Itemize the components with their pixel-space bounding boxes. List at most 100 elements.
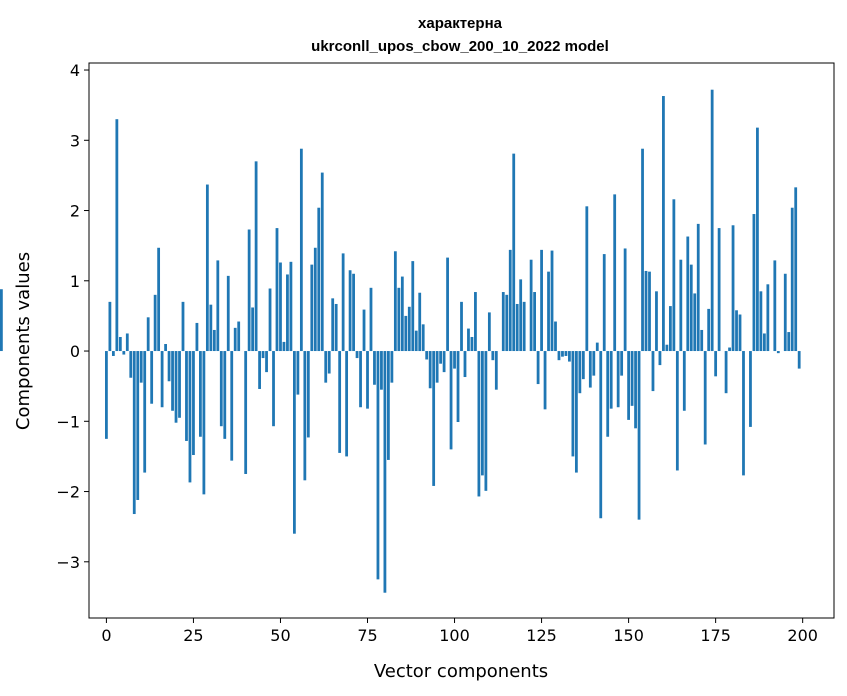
bar — [192, 351, 195, 456]
bar — [425, 351, 429, 360]
bar — [550, 250, 554, 352]
bar — [602, 254, 606, 352]
bar — [373, 351, 376, 385]
bar — [411, 261, 415, 352]
x-tick-label: 125 — [526, 626, 557, 645]
bar — [759, 291, 763, 352]
bar — [578, 351, 582, 394]
x-tick-label: 0 — [101, 626, 111, 645]
bar — [125, 333, 129, 352]
bar — [456, 351, 460, 422]
bar — [299, 148, 303, 352]
bar — [174, 351, 178, 423]
plot-frame — [88, 62, 835, 619]
bar — [369, 287, 373, 352]
bar — [310, 264, 314, 352]
bar — [272, 351, 275, 427]
bar — [414, 330, 418, 352]
bar — [762, 333, 766, 352]
bar — [655, 291, 658, 352]
bar — [265, 351, 268, 373]
bar — [407, 306, 411, 352]
bar — [366, 351, 369, 409]
bar — [212, 329, 216, 352]
bar — [672, 199, 676, 352]
bar — [557, 351, 561, 361]
bar — [296, 351, 300, 395]
bar — [334, 303, 338, 352]
bar — [728, 347, 731, 352]
bar — [710, 89, 714, 352]
bar — [205, 184, 209, 352]
bar — [362, 309, 366, 352]
bar — [355, 351, 359, 359]
bar — [491, 351, 495, 361]
bar — [735, 310, 738, 352]
bar — [143, 351, 147, 473]
bars-group — [0, 89, 801, 593]
bar — [136, 351, 140, 500]
bar — [797, 351, 801, 369]
bar — [724, 351, 728, 394]
bar — [606, 351, 610, 437]
bar — [268, 288, 272, 352]
bar — [627, 351, 630, 420]
x-axis-label: Vector components — [374, 661, 548, 682]
y-tick-label: 1 — [70, 272, 80, 291]
bar — [226, 275, 230, 352]
bar — [554, 321, 557, 352]
x-tick-label: 200 — [787, 626, 818, 645]
bar — [453, 351, 456, 369]
bar — [637, 351, 641, 520]
x-tick-label: 175 — [700, 626, 731, 645]
bar — [515, 303, 519, 352]
bar — [345, 351, 349, 457]
bar — [668, 306, 672, 352]
bar — [613, 194, 617, 352]
bar — [327, 351, 331, 374]
bar — [675, 351, 679, 471]
bar — [303, 351, 307, 481]
bar — [522, 301, 526, 352]
y-tick-label: −2 — [56, 483, 80, 502]
bar — [387, 351, 390, 460]
bar — [178, 351, 181, 418]
bar — [651, 351, 655, 392]
bar — [139, 351, 143, 383]
bar — [223, 351, 227, 439]
bar — [279, 262, 282, 352]
bar — [494, 351, 498, 390]
bar — [359, 351, 362, 408]
bar — [306, 351, 310, 438]
bar — [129, 351, 133, 378]
bar — [543, 351, 547, 410]
bar — [209, 304, 213, 352]
bar — [595, 342, 599, 352]
bar — [105, 351, 108, 439]
y-tick-label: 2 — [70, 202, 80, 221]
x-tick-label: 50 — [270, 626, 290, 645]
bar — [188, 351, 192, 483]
bar — [696, 223, 700, 352]
bar — [609, 351, 613, 409]
bar — [731, 225, 735, 352]
bar — [703, 351, 707, 445]
bar — [682, 351, 686, 411]
bar — [474, 292, 477, 352]
bar — [648, 271, 651, 352]
bar — [202, 351, 206, 495]
bar — [397, 287, 401, 352]
bar — [752, 214, 756, 352]
x-tick-label: 75 — [357, 626, 377, 645]
bar — [783, 273, 787, 352]
bar — [324, 351, 328, 383]
bar — [641, 148, 644, 352]
bar — [679, 259, 683, 352]
bar — [749, 351, 752, 427]
bar — [571, 351, 575, 457]
bar — [390, 351, 394, 383]
bar — [776, 351, 780, 354]
bar — [470, 336, 474, 352]
x-tick-label: 100 — [439, 626, 470, 645]
bar — [313, 247, 317, 352]
